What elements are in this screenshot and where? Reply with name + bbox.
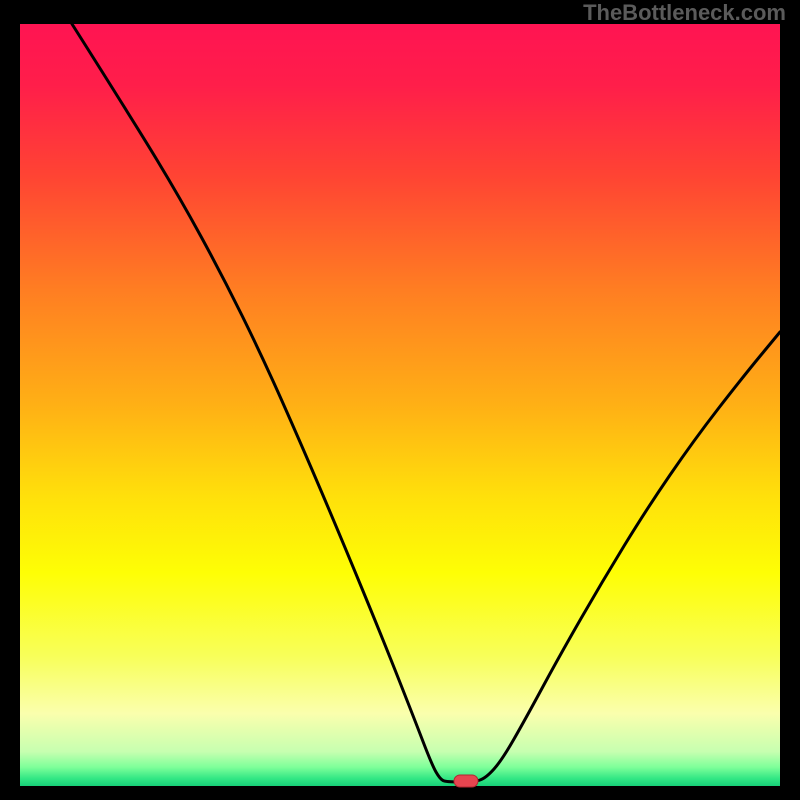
chart-container: TheBottleneck.com — [0, 0, 800, 800]
plot-gradient-background — [20, 24, 780, 786]
watermark-text: TheBottleneck.com — [583, 0, 786, 26]
